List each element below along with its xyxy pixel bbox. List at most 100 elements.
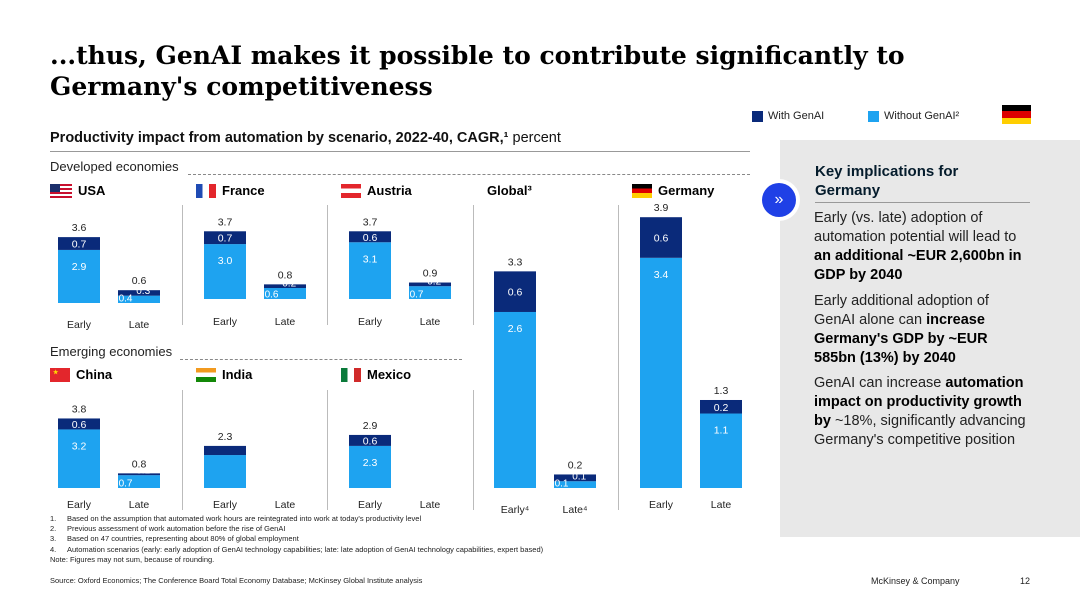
bar-without-genai bbox=[494, 311, 536, 488]
implication-text: Early (vs. late) adoption of automation … bbox=[814, 210, 1017, 245]
france-flag-icon bbox=[196, 183, 216, 198]
germany-small-flag-icon bbox=[632, 183, 652, 198]
germany-flag-icon bbox=[1002, 105, 1031, 124]
footnote-number: 3. bbox=[50, 534, 57, 544]
footnote: 2. Previous assessment of work automation… bbox=[50, 524, 543, 534]
chart-subtitle: Productivity impact from automation by s… bbox=[50, 130, 561, 146]
india-flag-icon bbox=[196, 367, 216, 382]
category-label: Early bbox=[649, 499, 674, 511]
total-label: 3.9 bbox=[654, 202, 669, 214]
footnote-number: 4. bbox=[50, 544, 57, 554]
footnote-number: 2. bbox=[50, 524, 57, 534]
category-label: Late bbox=[129, 319, 150, 331]
separator bbox=[473, 390, 474, 510]
footnote-text: Based on 47 countries, representing abou… bbox=[67, 534, 299, 544]
chart-subtitle-bold: Productivity impact from automation by s… bbox=[50, 130, 509, 146]
section-developed-divider bbox=[188, 174, 750, 175]
page-number: 12 bbox=[1020, 576, 1031, 586]
bar-without-genai bbox=[700, 413, 742, 488]
value-label-without: 0.7 bbox=[119, 479, 133, 490]
total-label: 2.3 bbox=[218, 431, 233, 443]
value-label-without: 2.9 bbox=[72, 261, 87, 273]
section-developed: Developed economies bbox=[50, 159, 179, 174]
value-label-without: 3.1 bbox=[363, 253, 378, 265]
total-label: 1.3 bbox=[714, 385, 729, 397]
footnote-text: Previous assessment of work automation b… bbox=[67, 524, 286, 534]
value-label-without: 3.2 bbox=[72, 440, 87, 452]
bar-without-genai bbox=[640, 257, 682, 488]
implication-text: GenAI can increase bbox=[814, 375, 946, 391]
china-flag-icon: ★ bbox=[50, 367, 70, 382]
category-label: Early bbox=[358, 316, 383, 328]
separator bbox=[182, 390, 183, 510]
bar-with-genai bbox=[640, 217, 682, 258]
mexico-flag-icon bbox=[341, 367, 361, 382]
legend-without-swatch bbox=[868, 110, 879, 122]
footnote: Note: Figures may not sum, because of ro… bbox=[50, 555, 543, 565]
country-india-label: India bbox=[222, 367, 253, 382]
bar-without-genai bbox=[264, 288, 306, 299]
value-label-without: 3.4 bbox=[654, 269, 669, 281]
chart-subtitle-unit: percent bbox=[508, 130, 561, 146]
austria-flag-icon bbox=[341, 183, 361, 198]
category-label: Late bbox=[420, 499, 441, 511]
separator bbox=[618, 205, 619, 510]
implication-item: Early additional adoption of GenAI alone… bbox=[814, 292, 1029, 368]
page-title: ...thus, GenAI makes it possible to cont… bbox=[50, 41, 905, 101]
value-label-with: 0.3 bbox=[136, 286, 150, 297]
category-label: Early bbox=[358, 499, 383, 511]
subtitle-rule bbox=[50, 151, 750, 152]
footnote-text: Automation scenarios (early: early adopt… bbox=[67, 544, 544, 554]
key-implications-title: Key implications for Germany bbox=[815, 163, 959, 199]
bar-without-genai bbox=[349, 242, 391, 299]
total-label: 2.9 bbox=[363, 420, 378, 432]
implication-text: Early additional adoption of GenAI alone… bbox=[814, 293, 989, 328]
bar-with-genai bbox=[58, 237, 100, 250]
country-global-label: Global³ bbox=[487, 183, 532, 198]
category-label: Early⁴ bbox=[501, 504, 529, 516]
country-austria: Austria bbox=[341, 183, 412, 198]
category-label: Late bbox=[275, 499, 296, 511]
usa-flag-icon bbox=[50, 183, 72, 198]
legend-with-swatch bbox=[752, 110, 763, 122]
value-label-without: 0.7 bbox=[410, 290, 424, 301]
total-label: 3.3 bbox=[508, 256, 523, 268]
country-mexico: Mexico bbox=[341, 367, 411, 382]
bar-with-genai bbox=[409, 282, 451, 287]
bar-without-genai bbox=[204, 244, 246, 299]
bar-with-genai bbox=[264, 284, 306, 289]
total-label: 0.2 bbox=[568, 459, 583, 471]
value-label-with: 0.2 bbox=[427, 277, 441, 288]
country-mexico-label: Mexico bbox=[367, 367, 412, 382]
value-label-with: 0.1 bbox=[136, 466, 150, 477]
legend-with: With GenAI bbox=[752, 110, 824, 122]
country-germany-label: Germany bbox=[658, 183, 715, 198]
value-label-without: 3.0 bbox=[218, 255, 233, 267]
implication-item: GenAI can increase automation impact on … bbox=[814, 374, 1029, 450]
total-label: 3.7 bbox=[218, 216, 233, 228]
country-china-label: China bbox=[76, 367, 113, 382]
category-label: Late bbox=[420, 316, 441, 328]
key-implications-panel bbox=[780, 140, 1080, 537]
separator bbox=[327, 390, 328, 510]
bar-with-genai bbox=[118, 473, 160, 476]
bar-with-genai bbox=[700, 399, 742, 414]
bar-with-genai bbox=[554, 474, 596, 482]
bar-with-genai bbox=[118, 290, 160, 296]
value-label-with: 0.7 bbox=[218, 233, 233, 245]
country-austria-label: Austria bbox=[367, 183, 412, 198]
panel-rule bbox=[815, 202, 1030, 203]
value-label-with: 0.2 bbox=[714, 402, 729, 414]
footnotes: 1. Based on the assumption that automated… bbox=[50, 514, 543, 565]
country-germany: Germany bbox=[632, 183, 714, 198]
separator bbox=[327, 205, 328, 325]
category-label: Early bbox=[67, 499, 92, 511]
value-label-with: 0.6 bbox=[363, 232, 378, 244]
total-label: 0.9 bbox=[423, 268, 438, 280]
value-label-without: 1.1 bbox=[714, 425, 729, 437]
implication-text: ~18%, significantly advancing Germany's … bbox=[814, 413, 1026, 448]
bar-with-genai bbox=[204, 231, 246, 245]
bar-with-genai bbox=[349, 434, 391, 446]
value-label-with: 0.6 bbox=[654, 233, 669, 245]
country-usa-label: USA bbox=[78, 183, 106, 198]
